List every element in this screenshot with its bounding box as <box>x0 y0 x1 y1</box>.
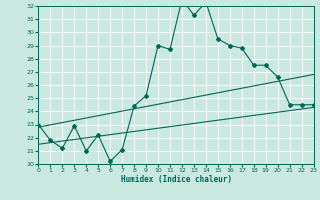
X-axis label: Humidex (Indice chaleur): Humidex (Indice chaleur) <box>121 175 231 184</box>
